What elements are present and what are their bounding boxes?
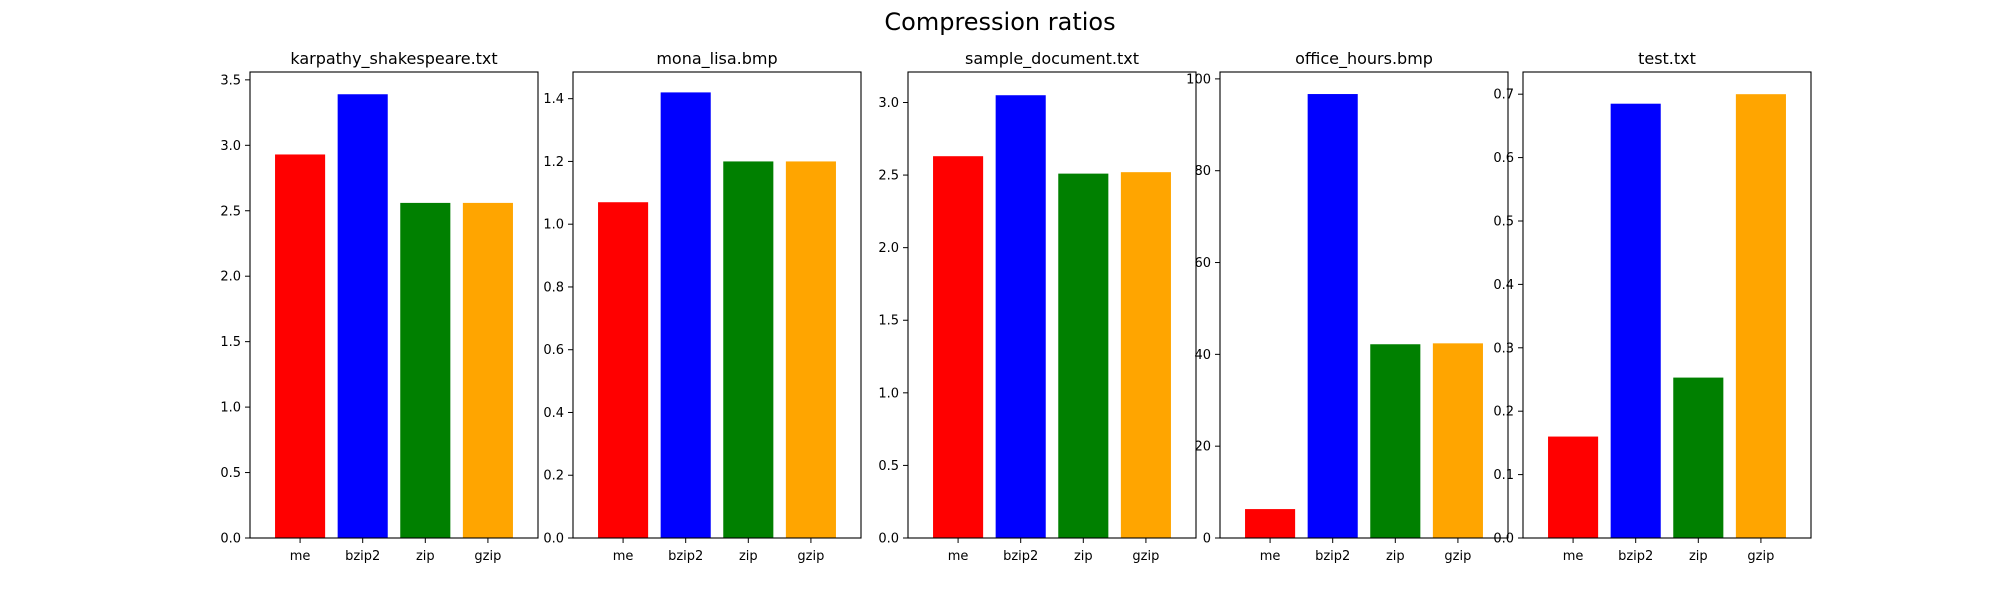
- axes-frame: [1522, 71, 1812, 539]
- bar-zip: [1673, 377, 1724, 538]
- y-tick-label: 0.2: [543, 469, 564, 484]
- x-tick-label: zip: [739, 549, 758, 564]
- y-tick-label: 0.5: [878, 459, 899, 474]
- subplot-title: office_hours.bmp: [1295, 49, 1433, 69]
- x-tick-label: gzip: [474, 549, 501, 564]
- y-tick-label: 0: [1203, 532, 1211, 547]
- y-tick-label: 0.6: [543, 343, 564, 358]
- subplot-title: sample_document.txt: [965, 49, 1139, 69]
- y-tick-label: 1.0: [543, 218, 564, 233]
- y-tick-label: 1.0: [220, 401, 241, 416]
- y-tick-label: 1.2: [543, 155, 564, 170]
- bar-bzip2: [1307, 94, 1358, 538]
- x-tick-label: me: [1260, 549, 1281, 564]
- x-tick-label: gzip: [1747, 549, 1774, 564]
- y-tick-label: 20: [1194, 440, 1211, 455]
- y-tick-label: 3.0: [220, 139, 241, 154]
- x-tick-label: me: [1563, 549, 1584, 564]
- bar-gzip: [1432, 343, 1483, 538]
- y-tick-label: 3.5: [220, 73, 241, 88]
- x-tick-label: bzip2: [1618, 549, 1653, 564]
- subplot-title: test.txt: [1638, 49, 1696, 68]
- subplot-title: karpathy_shakespeare.txt: [290, 49, 497, 69]
- bar-zip: [1058, 173, 1109, 538]
- y-tick-label: 0.0: [220, 532, 241, 547]
- subplot-title: mona_lisa.bmp: [656, 49, 777, 69]
- y-tick-label: 0.3: [1493, 341, 1514, 356]
- bar-zip: [400, 202, 451, 538]
- y-tick-label: 1.4: [543, 92, 564, 107]
- axes-frame: [907, 71, 1197, 539]
- bar-gzip: [785, 161, 836, 538]
- bar-bzip2: [660, 92, 711, 539]
- y-tick-label: 1.5: [878, 314, 899, 329]
- bar-me: [598, 202, 649, 539]
- y-tick-label: 3.0: [878, 96, 899, 111]
- x-tick-label: bzip2: [345, 549, 380, 564]
- y-tick-label: 60: [1194, 256, 1211, 271]
- x-tick-label: bzip2: [1003, 549, 1038, 564]
- bar-gzip: [1735, 94, 1786, 538]
- axes-frame: [249, 71, 539, 539]
- y-tick-label: 0.4: [1493, 278, 1514, 293]
- y-tick-label: 80: [1194, 164, 1211, 179]
- x-tick-label: gzip: [797, 549, 824, 564]
- y-tick-label: 0.0: [543, 532, 564, 547]
- y-tick-label: 2.5: [878, 169, 899, 184]
- x-tick-label: zip: [1689, 549, 1708, 564]
- x-tick-label: me: [613, 549, 634, 564]
- y-tick-label: 0.2: [1493, 405, 1514, 420]
- subplot-test-txt: test.txt me bzip2 zip gzip 0.0 0.1 0.2 0.3 0.4 0.5…: [1493, 49, 1812, 564]
- x-tick-label: gzip: [1444, 549, 1471, 564]
- y-tick-label: 100: [1186, 72, 1211, 87]
- y-tick-label: 0.0: [1493, 532, 1514, 547]
- y-tick-label: 2.5: [220, 204, 241, 219]
- bar-gzip: [1120, 172, 1171, 539]
- x-tick-label: zip: [1386, 549, 1405, 564]
- bar-zip: [723, 161, 774, 538]
- bar-zip: [1370, 344, 1421, 538]
- y-tick-label: 0.5: [220, 466, 241, 481]
- x-tick-label: zip: [1074, 549, 1093, 564]
- x-tick-label: bzip2: [668, 549, 703, 564]
- x-tick-label: me: [290, 549, 311, 564]
- figure-title: Compression ratios: [884, 8, 1115, 36]
- bar-me: [275, 154, 326, 538]
- bar-me: [1548, 436, 1599, 538]
- x-tick-label: bzip2: [1315, 549, 1350, 564]
- y-tick-label: 40: [1194, 348, 1211, 363]
- bar-gzip: [462, 202, 513, 538]
- y-tick-label: 2.0: [220, 270, 241, 285]
- y-tick-label: 0.8: [543, 280, 564, 295]
- y-tick-label: 0.0: [878, 532, 899, 547]
- y-tick-label: 0.5: [1493, 214, 1514, 229]
- bar-me: [1245, 509, 1296, 538]
- y-tick-label: 1.5: [220, 335, 241, 350]
- axes-frame: [572, 71, 862, 539]
- y-tick-label: 2.0: [878, 241, 899, 256]
- y-tick-label: 0.1: [1493, 468, 1514, 483]
- bar-bzip2: [995, 95, 1046, 538]
- y-tick-label: 0.4: [543, 406, 564, 421]
- x-tick-label: gzip: [1132, 549, 1159, 564]
- y-tick-label: 1.0: [878, 386, 899, 401]
- x-tick-label: me: [948, 549, 969, 564]
- y-tick-label: 0.6: [1493, 151, 1514, 166]
- axes-frame: [1219, 71, 1509, 539]
- x-tick-label: zip: [416, 549, 435, 564]
- y-tick-label: 0.7: [1493, 88, 1514, 103]
- bar-me: [933, 156, 984, 538]
- bar-bzip2: [337, 94, 388, 538]
- bar-bzip2: [1610, 103, 1661, 538]
